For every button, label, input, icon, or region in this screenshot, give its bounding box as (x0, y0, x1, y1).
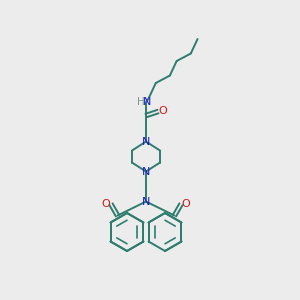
Text: N: N (142, 136, 150, 146)
Text: H: H (137, 97, 145, 106)
Text: N: N (143, 97, 151, 106)
Text: O: O (159, 106, 167, 116)
Text: O: O (182, 199, 190, 209)
Text: N: N (142, 167, 150, 176)
Text: N: N (142, 196, 150, 206)
Text: O: O (102, 199, 110, 209)
